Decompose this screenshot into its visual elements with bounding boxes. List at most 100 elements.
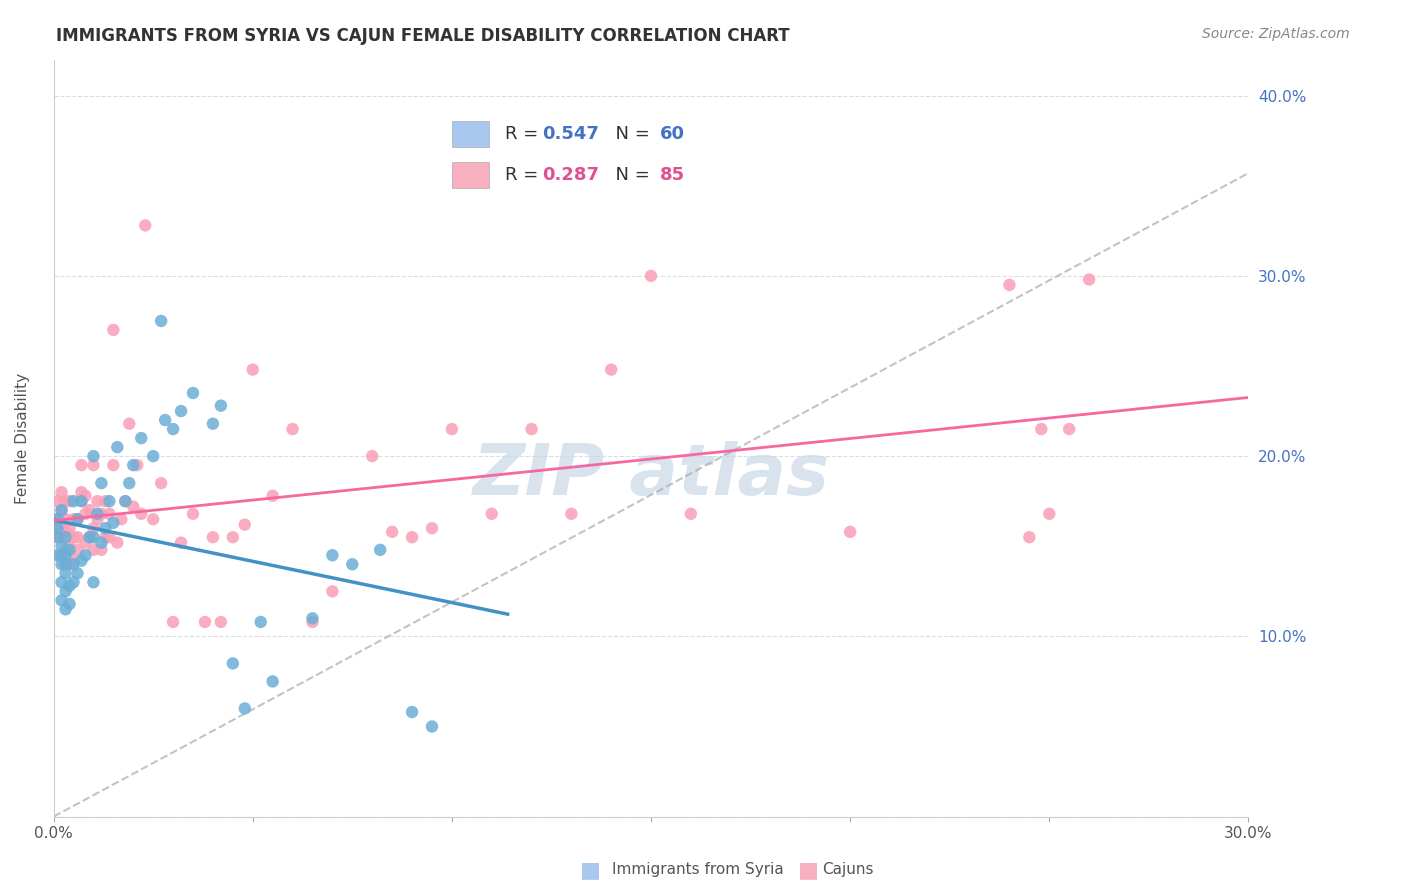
Point [233,701,256,715]
Point [90,476,112,491]
Point [66,512,89,526]
Point [51,485,73,500]
Point [51,539,73,553]
Point [46,530,69,544]
Point [321,548,343,562]
Point [1038,507,1060,521]
Point [401,530,423,544]
Point [249,615,271,629]
Point [82,449,104,463]
Point [46,521,69,535]
Point [51,521,73,535]
Point [55,512,77,526]
Text: Immigrants from Syria: Immigrants from Syria [612,863,783,877]
Point [242,362,264,376]
Point [55,524,77,539]
Point [55,602,77,616]
Point [86,494,108,508]
Point [62,554,84,568]
Point [1018,530,1040,544]
Text: 0.547: 0.547 [541,126,599,144]
Point [86,507,108,521]
Point [640,268,662,283]
Point [150,314,173,328]
Point [181,507,204,521]
Point [46,512,69,526]
Point [381,524,404,539]
Point [127,458,149,472]
Point [51,575,73,590]
Point [262,489,284,503]
Point [520,422,543,436]
Text: R =: R = [505,166,544,184]
Point [98,494,121,508]
Point [142,449,165,463]
Point [90,535,112,549]
Point [55,542,77,557]
Point [150,476,173,491]
Point [103,458,125,472]
Point [62,575,84,590]
Point [162,422,184,436]
Text: ■: ■ [581,860,600,880]
Point [262,674,284,689]
Text: 0.287: 0.287 [541,166,599,184]
Point [1057,422,1080,436]
Text: Source: ZipAtlas.com: Source: ZipAtlas.com [1202,27,1350,41]
Point [170,404,193,418]
Point [361,449,384,463]
Point [58,494,80,508]
Point [560,507,582,521]
Point [420,719,443,733]
Point [58,597,80,611]
Point [46,521,69,535]
Point [142,512,165,526]
Point [90,507,112,521]
Point [82,521,104,535]
Point [103,323,125,337]
Point [82,575,104,590]
Point [66,566,89,581]
Point [75,507,97,521]
Point [79,503,101,517]
Point [94,521,117,535]
Text: N =: N = [603,166,655,184]
Point [46,548,69,562]
Point [46,494,69,508]
Point [122,458,145,472]
Point [201,530,224,544]
Point [75,548,97,562]
Point [86,512,108,526]
Point [105,440,128,454]
Point [82,458,104,472]
Point [301,611,323,625]
Text: ZIP atlas: ZIP atlas [472,442,830,510]
Point [82,542,104,557]
Point [51,548,73,562]
Point [62,494,84,508]
Point [998,277,1021,292]
Point [51,593,73,607]
Point [122,500,145,514]
Point [79,530,101,544]
Point [321,584,343,599]
Point [281,422,304,436]
Text: N =: N = [603,126,655,144]
Point [114,494,136,508]
Y-axis label: Female Disability: Female Disability [15,373,30,504]
Point [82,530,104,544]
Point [70,554,93,568]
Point [153,413,176,427]
Point [79,530,101,544]
Point [679,507,702,521]
Point [46,530,69,544]
Point [51,548,73,562]
Point [66,512,89,526]
Point [201,417,224,431]
Point [94,494,117,508]
Point [51,530,73,544]
Point [1031,422,1053,436]
Point [222,657,245,671]
Point [51,503,73,517]
Text: R =: R = [505,126,544,144]
